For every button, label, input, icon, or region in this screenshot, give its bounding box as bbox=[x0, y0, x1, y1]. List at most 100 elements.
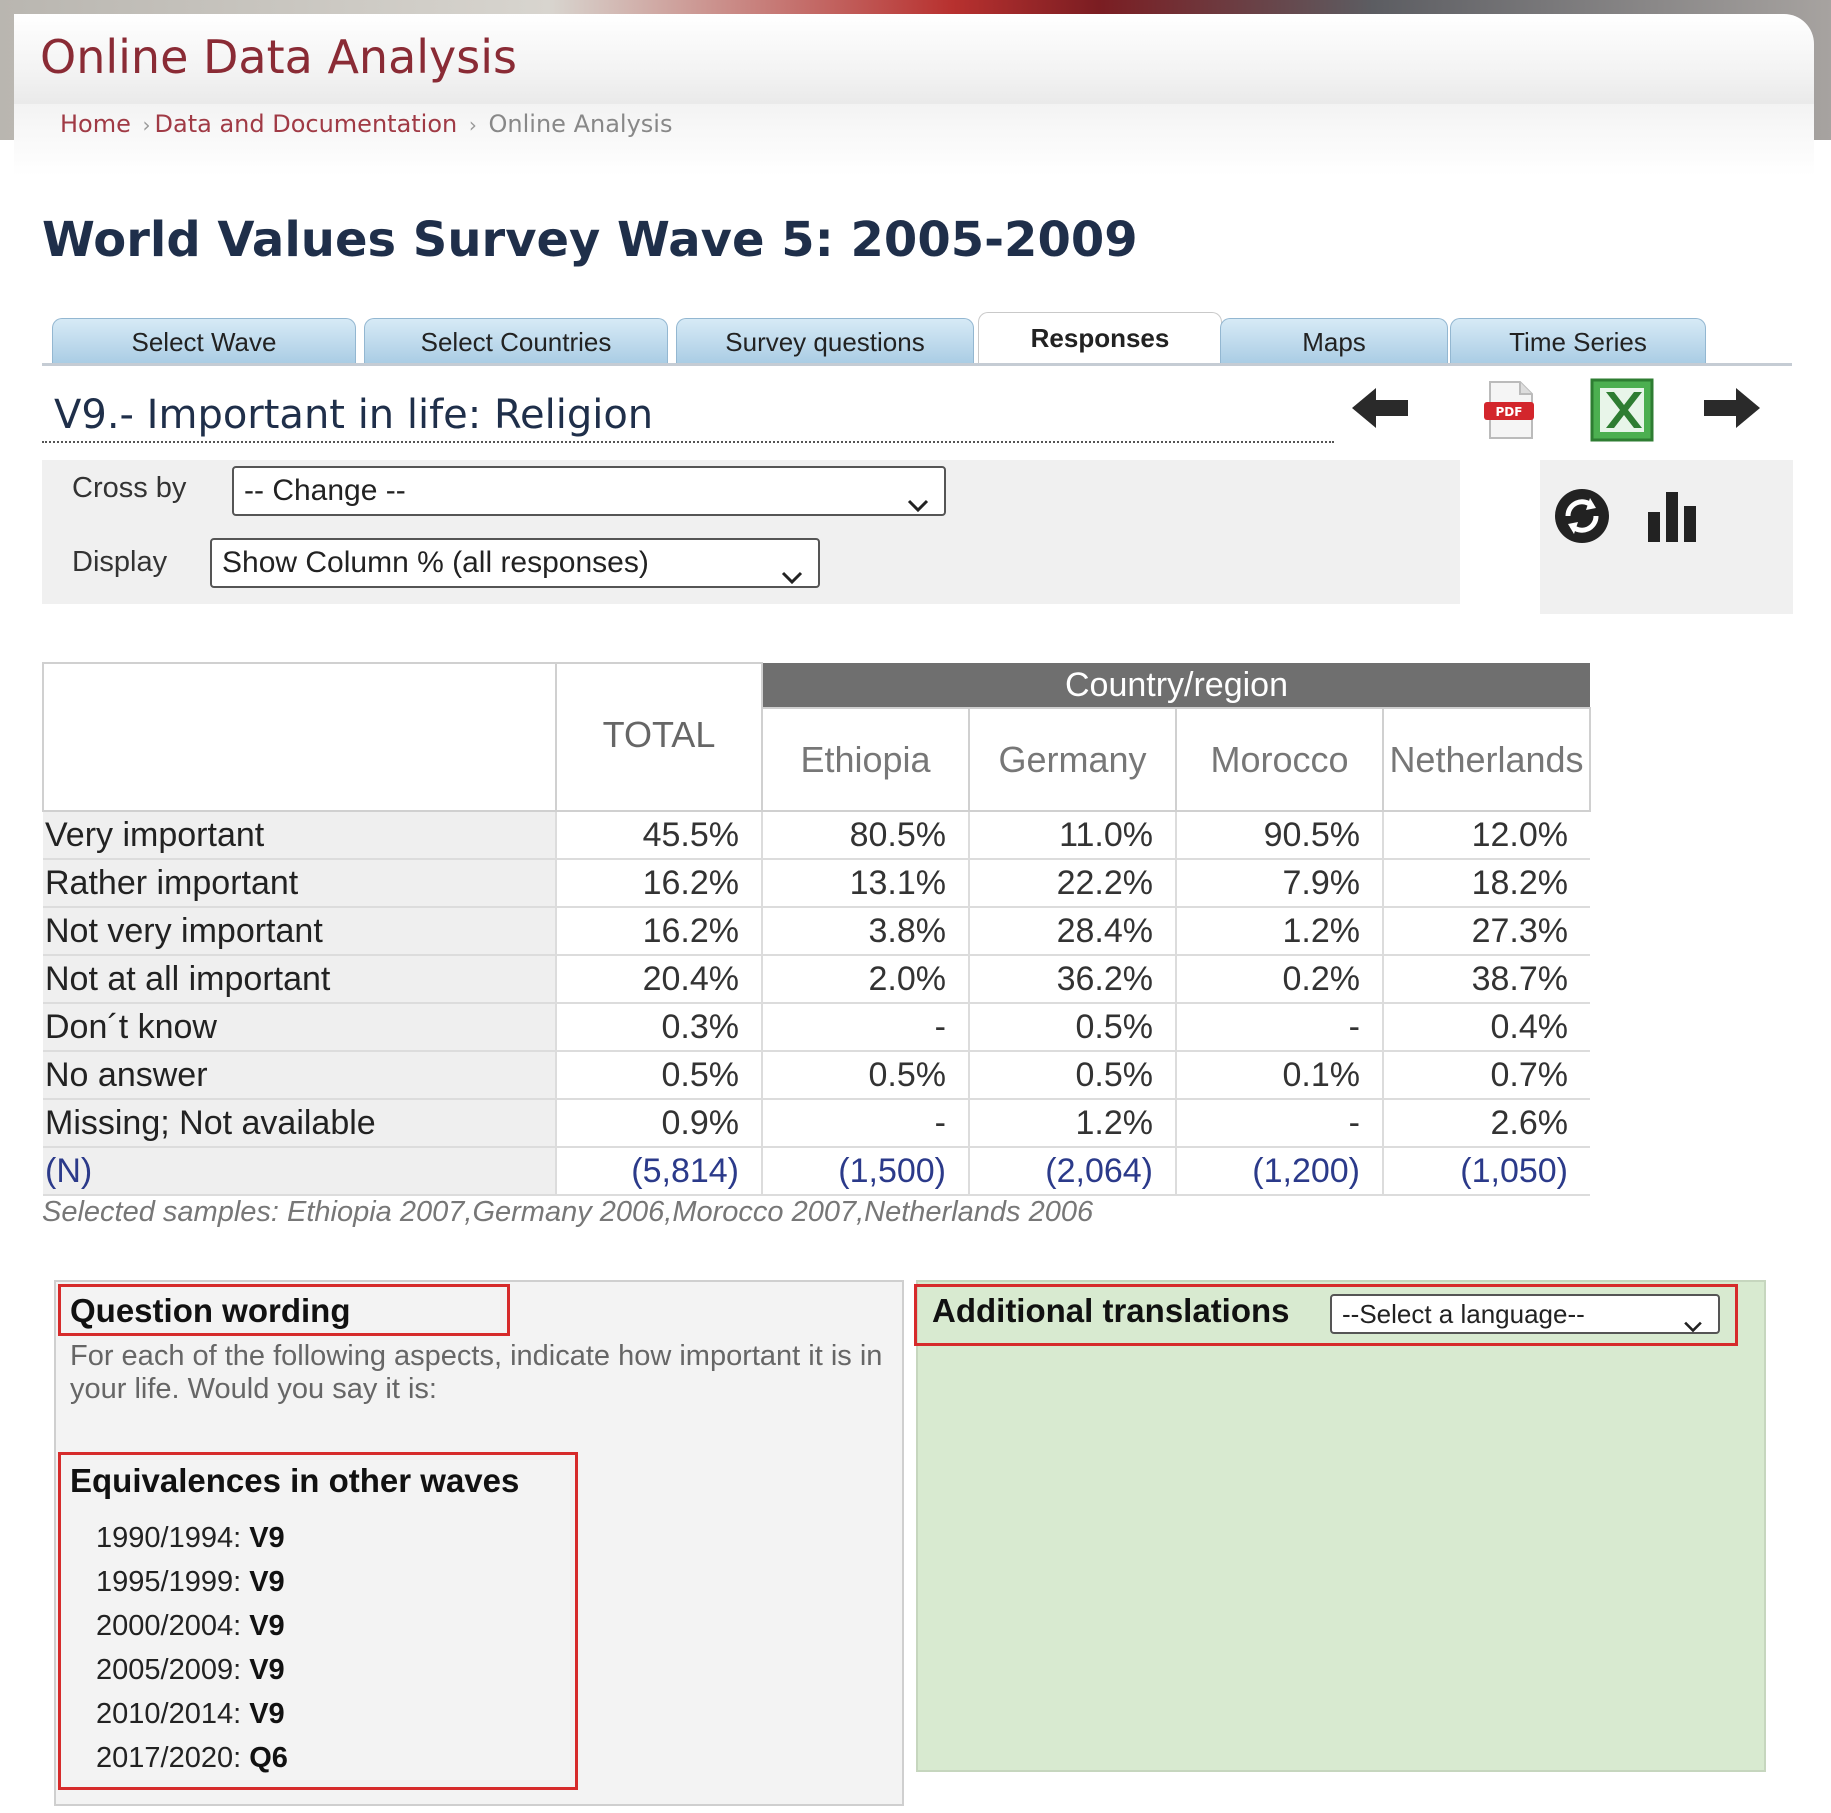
equivalence-period: 2017/2020: bbox=[96, 1742, 242, 1774]
tab-bar: Select Wave Select Countries Survey ques… bbox=[52, 312, 1792, 364]
value-cell: (1,050) bbox=[1382, 1147, 1590, 1196]
equivalence-code[interactable]: V9 bbox=[249, 1698, 285, 1730]
value-cell: 3.8% bbox=[761, 907, 969, 956]
chart-tools-panel bbox=[1540, 460, 1793, 614]
value-cell: - bbox=[1175, 1099, 1383, 1148]
table-row: Missing; Not available 0.9% - 1.2% - 2.6… bbox=[43, 1099, 1590, 1148]
controls-panel: Cross by -- Change -- Display Show Colum… bbox=[42, 460, 1460, 604]
equivalence-code[interactable]: V9 bbox=[249, 1654, 285, 1686]
refresh-icon[interactable] bbox=[1552, 486, 1612, 551]
header-panel bbox=[14, 14, 1814, 112]
tab-select-countries[interactable]: Select Countries bbox=[364, 318, 668, 364]
equivalence-item: 1995/1999: V9 bbox=[96, 1566, 285, 1599]
value-cell: 0.7% bbox=[1382, 1051, 1590, 1100]
equivalences-heading: Equivalences in other waves bbox=[70, 1462, 520, 1499]
value-cell: 0.5% bbox=[968, 1003, 1176, 1052]
value-cell: 2.0% bbox=[761, 955, 969, 1004]
equivalence-code[interactable]: V9 bbox=[249, 1566, 285, 1598]
equivalences-highlight bbox=[58, 1452, 578, 1790]
tab-select-wave[interactable]: Select Wave bbox=[52, 318, 356, 364]
equivalence-period: 1995/1999: bbox=[96, 1566, 242, 1598]
table-row: No answer 0.5% 0.5% 0.5% 0.1% 0.7% bbox=[43, 1051, 1590, 1100]
forward-arrow-icon[interactable] bbox=[1702, 384, 1762, 437]
tab-maps[interactable]: Maps bbox=[1220, 318, 1448, 364]
tab-time-series[interactable]: Time Series bbox=[1450, 318, 1706, 364]
tab-responses[interactable]: Responses bbox=[978, 312, 1222, 364]
table-corner bbox=[42, 662, 557, 812]
table-row-n: (N) (5,814) (1,500) (2,064) (1,200) (1,0… bbox=[43, 1147, 1590, 1196]
chevron-down-icon bbox=[780, 554, 804, 600]
total-cell: 16.2% bbox=[555, 907, 762, 956]
country-header-ethiopia: Ethiopia bbox=[761, 707, 970, 812]
pdf-icon[interactable]: PDF bbox=[1480, 380, 1540, 445]
value-cell: 11.0% bbox=[968, 811, 1176, 860]
value-cell: 1.2% bbox=[968, 1099, 1176, 1148]
bar-chart-icon[interactable] bbox=[1644, 486, 1704, 551]
equivalence-code[interactable]: Q6 bbox=[249, 1742, 288, 1774]
table-row: Rather important 16.2% 13.1% 22.2% 7.9% … bbox=[43, 859, 1590, 908]
breadcrumb-separator: › bbox=[468, 113, 477, 137]
breadcrumb-data-link[interactable]: Data and Documentation bbox=[154, 110, 458, 138]
cross-by-select[interactable]: -- Change -- bbox=[232, 466, 946, 516]
equivalence-item: 2017/2020: Q6 bbox=[96, 1742, 288, 1775]
total-cell: 20.4% bbox=[555, 955, 762, 1004]
language-select-value: --Select a language-- bbox=[1342, 1299, 1585, 1329]
equivalence-code[interactable]: V9 bbox=[249, 1610, 285, 1642]
equivalence-code[interactable]: V9 bbox=[249, 1522, 285, 1554]
value-cell: 0.2% bbox=[1175, 955, 1383, 1004]
breadcrumb-current: Online Analysis bbox=[488, 110, 673, 138]
translations-panel bbox=[916, 1280, 1766, 1772]
total-cell: 0.5% bbox=[555, 1051, 762, 1100]
country-header-netherlands: Netherlands bbox=[1382, 707, 1591, 812]
value-cell: 7.9% bbox=[1175, 859, 1383, 908]
equivalence-period: 2010/2014: bbox=[96, 1698, 242, 1730]
translations-highlight bbox=[914, 1284, 1738, 1346]
table-row: Don´t know 0.3% - 0.5% - 0.4% bbox=[43, 1003, 1590, 1052]
question-wording-text: For each of the following aspects, indic… bbox=[70, 1340, 883, 1405]
value-cell: 12.0% bbox=[1382, 811, 1590, 860]
translations-heading: Additional translations bbox=[932, 1292, 1290, 1329]
value-cell: 0.4% bbox=[1382, 1003, 1590, 1052]
total-cell: (5,814) bbox=[555, 1147, 762, 1196]
total-header: TOTAL bbox=[555, 662, 763, 812]
excel-icon[interactable] bbox=[1590, 378, 1654, 447]
value-cell: 38.7% bbox=[1382, 955, 1590, 1004]
row-label: Rather important bbox=[43, 859, 556, 908]
row-label: Not at all important bbox=[43, 955, 556, 1004]
display-label: Display bbox=[72, 546, 168, 578]
language-select[interactable]: --Select a language-- bbox=[1330, 1294, 1720, 1334]
value-cell: - bbox=[1175, 1003, 1383, 1052]
country-header-morocco: Morocco bbox=[1175, 707, 1384, 812]
country-group-header: Country/region bbox=[762, 663, 1590, 709]
table-row: Very important 45.5% 80.5% 11.0% 90.5% 1… bbox=[43, 811, 1590, 860]
value-cell: 2.6% bbox=[1382, 1099, 1590, 1148]
row-label: Not very important bbox=[43, 907, 556, 956]
breadcrumb-bar bbox=[14, 104, 1814, 176]
breadcrumb-separator: › bbox=[142, 113, 151, 137]
display-select[interactable]: Show Column % (all responses) bbox=[210, 538, 820, 588]
value-cell: 0.5% bbox=[968, 1051, 1176, 1100]
total-cell: 0.9% bbox=[555, 1099, 762, 1148]
breadcrumb-home-link[interactable]: Home bbox=[60, 110, 131, 138]
value-cell: 0.5% bbox=[761, 1051, 969, 1100]
breadcrumb: Home › Data and Documentation › Online An… bbox=[60, 110, 672, 138]
value-cell: 28.4% bbox=[968, 907, 1176, 956]
equivalence-item: 2000/2004: V9 bbox=[96, 1610, 285, 1643]
display-value: Show Column % (all responses) bbox=[222, 546, 649, 579]
equivalence-period: 2000/2004: bbox=[96, 1610, 242, 1642]
table-row: Not at all important 20.4% 2.0% 36.2% 0.… bbox=[43, 955, 1590, 1004]
tab-survey-questions[interactable]: Survey questions bbox=[676, 318, 974, 364]
value-cell: 27.3% bbox=[1382, 907, 1590, 956]
samples-note: Selected samples: Ethiopia 2007,Germany … bbox=[42, 1196, 1094, 1228]
row-label: Missing; Not available bbox=[43, 1099, 556, 1148]
equivalence-item: 1990/1994: V9 bbox=[96, 1522, 285, 1555]
value-cell: - bbox=[761, 1003, 969, 1052]
back-arrow-icon[interactable] bbox=[1350, 384, 1410, 437]
variable-title-underline bbox=[42, 441, 1334, 443]
cross-by-value: -- Change -- bbox=[244, 474, 406, 507]
responses-table: TOTAL Country/region Ethiopia Germany Mo… bbox=[42, 662, 1591, 1196]
value-cell: 13.1% bbox=[761, 859, 969, 908]
value-cell: (2,064) bbox=[968, 1147, 1176, 1196]
total-cell: 0.3% bbox=[555, 1003, 762, 1052]
question-wording-panel bbox=[54, 1280, 904, 1806]
